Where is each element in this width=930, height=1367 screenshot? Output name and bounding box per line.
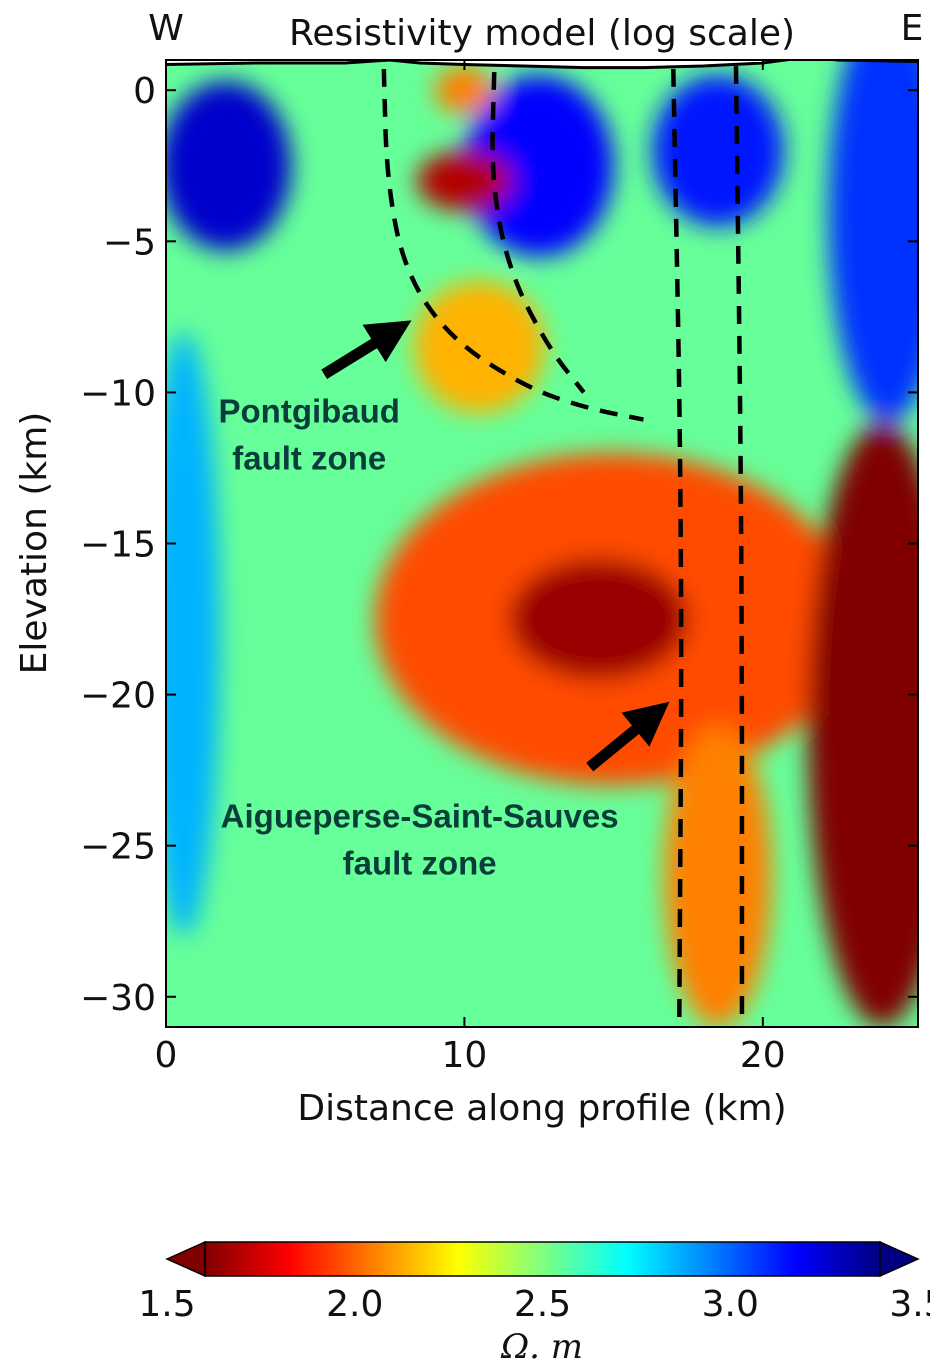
anomaly-mid-resistor (413, 280, 545, 414)
anomaly-shallow-conductor-left (166, 81, 292, 251)
anomaly-west-margin (166, 332, 220, 937)
y-tick-label: −10 (80, 373, 156, 414)
annotations: Pontgibaud fault zone Aigueperse-Saint-Sau… (219, 320, 670, 882)
colorbar-low-extension (165, 1240, 206, 1278)
y-tick-label: −20 (80, 676, 156, 717)
west-label: W (148, 8, 184, 49)
x-axis-ticks: 0 10 20 (155, 60, 786, 1076)
fault-line-aigueperse-east (733, 66, 745, 1027)
fault-line-aigueperse-west (671, 69, 684, 1027)
y-tick-label: −15 (80, 525, 156, 566)
heatmap-area (166, 60, 918, 1027)
y-axis-ticks: 0 −5 −10 −15 −20 −25 −30 (80, 71, 918, 1019)
chart-title: Resistivity model (log scale) (289, 13, 795, 54)
colorbar-ticks: 1.5 2.0 2.5 3.0 3.5 (138, 1284, 930, 1325)
x-tick-label: 10 (442, 1035, 488, 1076)
colorbar-tick-label: 2.0 (326, 1284, 383, 1325)
annotation-aigueperse-arrow (586, 701, 670, 772)
fault-lines (381, 66, 745, 1027)
anomaly-layer (166, 60, 918, 1027)
annotation-pontgibaud-line: fault zone (232, 440, 386, 477)
y-tick-label: −30 (80, 978, 156, 1019)
x-axis-label: Distance along profile (km) (297, 1088, 786, 1129)
y-tick-label: −5 (103, 222, 156, 263)
anomaly-shallow-conductor-center (464, 75, 614, 257)
annotation-aigueperse-line: Aigueperse-Saint-Sauves (221, 798, 619, 835)
colorbar-label: Ω. m (500, 1327, 583, 1367)
anomaly-upper-east-block (828, 60, 918, 423)
colorbar-high-extension (879, 1240, 920, 1278)
annotation-pontgibaud-arrow (321, 320, 412, 379)
colorbar-tick-label: 2.5 (514, 1284, 571, 1325)
anomaly-pontgibaud-resistor (416, 150, 513, 212)
topography-line (166, 60, 918, 70)
anomaly-deep-core (509, 558, 689, 680)
fault-line-pontgibaud-west (381, 69, 644, 422)
anomaly-surface-resistor (434, 66, 495, 115)
annotation-aigueperse-line: fault zone (343, 845, 497, 882)
y-tick-label: −25 (80, 827, 156, 868)
anomaly-shallow-conductor-right (652, 75, 784, 227)
y-tick-label: 0 (133, 71, 156, 112)
y-axis-label: Elevation (km) (14, 412, 55, 675)
anomaly-fault-column (664, 724, 772, 1027)
east-label: E (901, 8, 924, 49)
fault-line-pontgibaud-east (490, 72, 586, 394)
colorbar-tick-label: 3.5 (889, 1284, 930, 1325)
x-tick-label: 20 (740, 1035, 786, 1076)
x-tick-label: 0 (155, 1035, 178, 1076)
colorbar: 1.5 2.0 2.5 3.0 3.5 Ω. m (138, 1240, 930, 1367)
colorbar-tick-label: 3.0 (702, 1284, 759, 1325)
annotation-pontgibaud-line: Pontgibaud (219, 393, 400, 430)
anomaly-east-deep-block (807, 422, 918, 1027)
colorbar-body (204, 1241, 881, 1277)
colorbar-tick-label: 1.5 (138, 1284, 195, 1325)
